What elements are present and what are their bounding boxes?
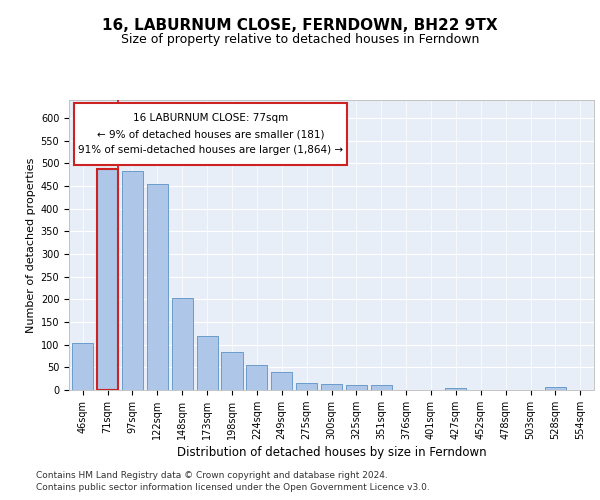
Text: Contains HM Land Registry data © Crown copyright and database right 2024.: Contains HM Land Registry data © Crown c…	[36, 471, 388, 480]
Bar	[545, 388, 566, 390]
Text: Contains public sector information licensed under the Open Government Licence v3: Contains public sector information licen…	[36, 484, 430, 492]
Text: Size of property relative to detached houses in Ferndown: Size of property relative to detached ho…	[121, 32, 479, 46]
Bar	[271, 372, 292, 390]
Bar	[97, 170, 118, 390]
Text: 16, LABURNUM CLOSE, FERNDOWN, BH22 9TX: 16, LABURNUM CLOSE, FERNDOWN, BH22 9TX	[102, 18, 498, 32]
X-axis label: Distribution of detached houses by size in Ferndown: Distribution of detached houses by size …	[176, 446, 487, 459]
Bar	[371, 386, 392, 390]
Bar	[72, 343, 93, 390]
Bar	[445, 388, 466, 390]
Bar	[246, 364, 268, 390]
Bar	[221, 352, 242, 390]
Bar	[122, 170, 143, 390]
Bar	[197, 336, 218, 390]
Bar	[321, 384, 342, 390]
Bar	[172, 298, 193, 390]
FancyBboxPatch shape	[74, 103, 347, 165]
Bar	[147, 184, 168, 390]
Bar	[296, 383, 317, 390]
Y-axis label: Number of detached properties: Number of detached properties	[26, 158, 37, 332]
Bar	[346, 386, 367, 390]
Text: 16 LABURNUM CLOSE: 77sqm
← 9% of detached houses are smaller (181)
91% of semi-d: 16 LABURNUM CLOSE: 77sqm ← 9% of detache…	[78, 114, 343, 154]
